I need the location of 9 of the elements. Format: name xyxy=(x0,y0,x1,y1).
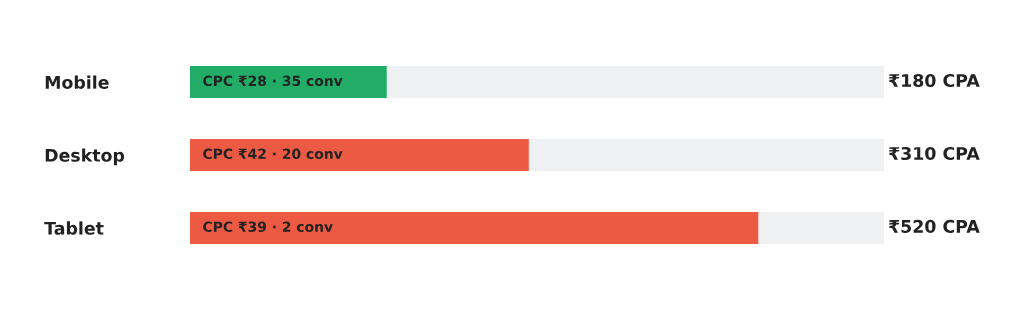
data-label: ₹310 CPA xyxy=(888,146,980,161)
annotation: CPC ₹42 · 20 conv xyxy=(203,148,343,160)
y-tick-label: Mobile xyxy=(45,75,109,89)
y-tick-label: Tablet xyxy=(44,221,104,235)
y-tick-label: Desktop xyxy=(45,148,125,166)
annotation: CPC ₹28 · 35 conv xyxy=(203,75,343,87)
data-label: ₹520 CPA xyxy=(888,219,980,233)
data-label: ₹180 CPA xyxy=(888,73,980,88)
annotation: CPC ₹39 · 2 conv xyxy=(203,221,333,232)
